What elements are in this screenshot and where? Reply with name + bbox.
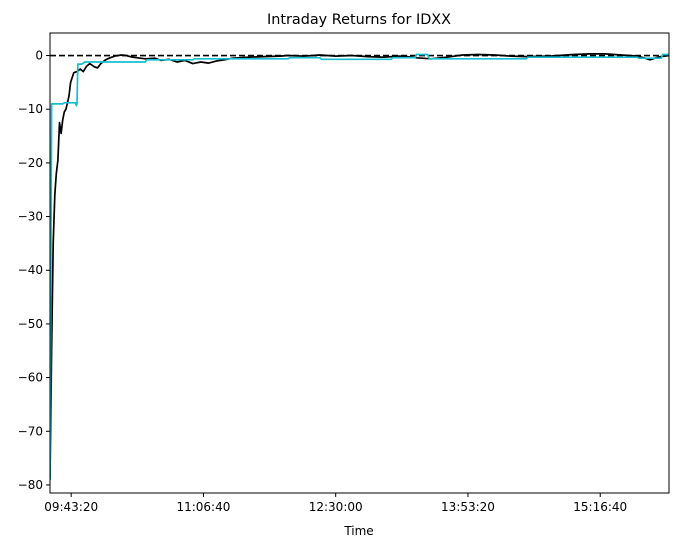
x-tick-label: 11:06:40 <box>176 500 230 514</box>
y-tick-label: −20 <box>18 156 43 170</box>
y-tick-label: 0 <box>35 49 43 63</box>
y-tick-label: −80 <box>18 478 43 492</box>
x-tick-label: 09:43:20 <box>44 500 98 514</box>
series-line-2 <box>50 53 669 480</box>
x-axis-label: Time <box>343 524 373 538</box>
chart-title: Intraday Returns for IDXX <box>267 12 451 28</box>
y-tick-label: −70 <box>18 424 43 438</box>
y-tick-label: −30 <box>18 210 43 224</box>
y-tick-label: −10 <box>18 102 43 116</box>
axes-frame <box>49 32 670 494</box>
y-tick-label: −40 <box>18 263 43 277</box>
x-axis: 09:43:20 11:06:40 12:30:00 13:53:20 15:16:40 <box>44 493 627 514</box>
x-tick-label: 13:53:20 <box>441 500 495 514</box>
x-tick-label: 12:30:00 <box>309 500 363 514</box>
axes-border <box>49 32 670 494</box>
series-line-1 <box>50 53 669 480</box>
y-tick-label: −50 <box>18 317 43 331</box>
x-tick-label: 15:16:40 <box>573 500 627 514</box>
plot-area <box>50 53 669 480</box>
y-axis: 0 −10 −20 −30 −40 −50 −60 −70 −80 <box>18 49 50 492</box>
y-tick-label: −60 <box>18 371 43 385</box>
